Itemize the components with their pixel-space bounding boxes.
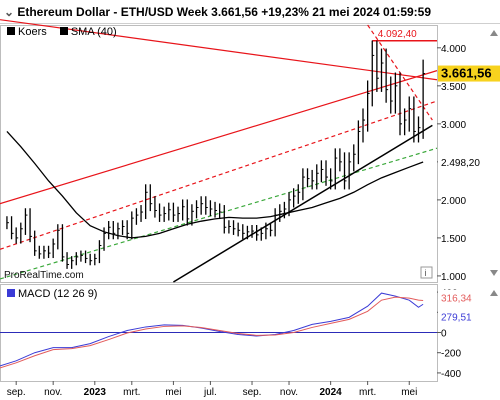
legend-item-koers[interactable]: Koers (3, 26, 47, 38)
square-icon (7, 27, 15, 35)
x-tick-label: nov. (44, 387, 62, 398)
sma-badge-bg (438, 154, 490, 171)
x-tick-label: mrt. (359, 387, 376, 398)
macd-legend[interactable]: MACD (12 26 9) (3, 288, 97, 300)
x-tick-label: mrt. (123, 387, 140, 398)
scroll-up-icon[interactable] (490, 30, 498, 36)
price-legend: Koers SMA (40) (3, 26, 123, 38)
x-tick-label: mei (165, 387, 181, 398)
y-tick-label: 3.500 (441, 82, 466, 93)
y-tick-label: 2.000 (441, 196, 466, 207)
x-tick-label: 2023 (84, 387, 107, 398)
x-tick-label: sep. (7, 387, 26, 398)
x-tick-label: nov. (280, 387, 298, 398)
info-icon[interactable] (420, 266, 433, 279)
info-icon-glyph: i (425, 268, 427, 278)
y-tick-label: 1.500 (441, 234, 466, 245)
trendline-resistance (0, 19, 438, 81)
watermark: ProRealTime.com (4, 270, 84, 281)
macd-line-badge-bg (438, 308, 478, 325)
trendline-rising-dashed (0, 100, 438, 250)
macd-y-tick-label: -200 (441, 349, 461, 360)
legend-label-sma: SMA (40) (70, 26, 117, 38)
y-tick-label: 3.000 (441, 120, 466, 131)
trendline-support (173, 124, 433, 283)
sma-40-line (6, 131, 424, 239)
macd-series-signaal (0, 296, 424, 369)
macd-line-badge: 279,51 (441, 312, 472, 323)
x-tick-label: jul. (203, 387, 217, 398)
macd-legend-label: MACD (12 26 9) (18, 288, 98, 300)
price-badge: 3.661,56 (441, 66, 492, 81)
square-icon (59, 27, 68, 35)
legend-label-koers: Koers (18, 26, 47, 38)
price-badge-bg (438, 65, 500, 82)
macd-scroll-up-icon[interactable] (490, 290, 498, 296)
legend-item-sma[interactable]: SMA (40) (56, 26, 117, 38)
trendline-rising (0, 70, 438, 205)
price-panel (0, 25, 438, 283)
x-tick-label: mei (401, 387, 417, 398)
macd-y-tick-label: -400 (441, 369, 461, 380)
macd-series-macd (0, 292, 424, 367)
trendline-green-dashed (0, 147, 438, 280)
macd-signal-badge-bg (438, 289, 478, 306)
x-tick-label: sep. (243, 387, 262, 398)
peak-label: 4.092,40 (378, 29, 417, 40)
scroll-down-icon[interactable] (490, 270, 498, 276)
chart-title: Ethereum Dollar - ETH/USD Week 3.661,56 … (17, 5, 432, 19)
x-tick-label: 2024 (320, 387, 343, 398)
chevron-down-icon[interactable]: ⌄ (4, 5, 15, 19)
y-tick-label: 1.000 (441, 272, 466, 283)
sma-badge: 2.498,20 (441, 158, 480, 169)
macd-signal-badge: 316,34 (441, 294, 472, 305)
y-tick-label: 4.000 (441, 44, 466, 55)
square-icon (7, 289, 15, 297)
chart-header: ⌄ Ethereum Dollar - ETH/USD Week 3.661,5… (0, 0, 500, 24)
macd-y-tick-label: 0 (441, 329, 447, 340)
